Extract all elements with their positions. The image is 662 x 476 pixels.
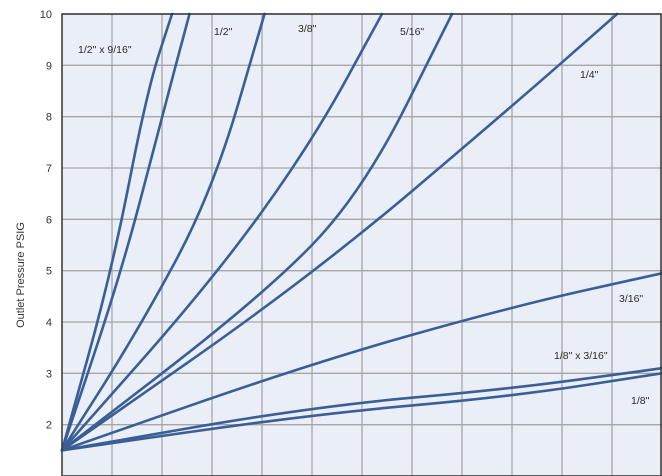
series-line: [60, 12, 266, 452]
y-tick-label: 2: [46, 420, 52, 432]
series-label: 1/8" x 3/16": [554, 350, 608, 362]
y-tick-label: 7: [46, 163, 52, 175]
y-tick-label: 4: [46, 317, 52, 329]
y-tick-label: 9: [46, 60, 52, 72]
y-axis-title: Outlet Pressure PSIG: [15, 222, 27, 328]
series-line: [60, 12, 174, 452]
series-line: [60, 372, 662, 452]
y-tick-label: 5: [46, 266, 52, 278]
series-label: 5/16": [400, 26, 424, 38]
series-lines: [60, 12, 662, 452]
series-label: 3/8": [298, 23, 317, 35]
series-label: 1/4": [580, 69, 599, 81]
y-tick-label: 10: [40, 9, 52, 21]
y-tick-labels: 2 3 4 5 6 7 8 9 10: [40, 9, 52, 432]
series-labels: 1/2" x 9/16" 1/2" 3/8" 5/16" 1/4" 3/16" 1/8" x…: [78, 23, 650, 407]
y-tick-label: 6: [46, 214, 52, 226]
series-label: 1/2": [214, 26, 233, 38]
series-line: [60, 12, 384, 452]
series-label: 1/8": [631, 395, 650, 407]
series-line: [60, 12, 454, 452]
series-line: [60, 366, 662, 452]
series-line: [60, 271, 662, 452]
y-tick-label: 8: [46, 112, 52, 124]
plot-border: [61, 13, 662, 476]
series-line: [60, 12, 191, 452]
series-label: 3/16": [619, 293, 643, 305]
series-line: [60, 12, 619, 452]
y-tick-label: 3: [46, 368, 52, 380]
series-label: 1/2" x 9/16": [78, 44, 132, 56]
